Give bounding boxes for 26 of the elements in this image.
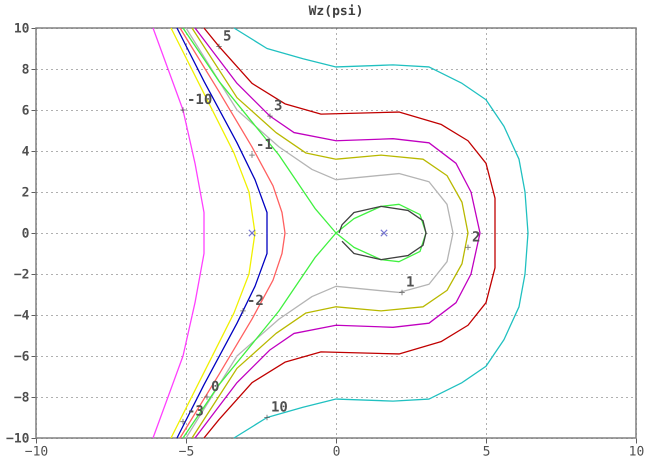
line-series xyxy=(338,206,427,260)
annotation: 3 xyxy=(274,98,282,114)
x-tick-label: 10 xyxy=(628,444,644,460)
y-tick-label: 6 xyxy=(22,104,30,118)
y-tick-label: −8 xyxy=(14,390,30,406)
chart-title: Wz(psi) xyxy=(308,4,364,19)
y-tick-label: 8 xyxy=(22,62,30,78)
annotation: 5 xyxy=(223,28,232,44)
y-tick-label: −2 xyxy=(14,268,30,282)
y-tick-label: 10 xyxy=(14,22,30,36)
y-tick-label: 2 xyxy=(22,186,30,200)
line-series xyxy=(233,27,529,439)
y-tick-label: −10 xyxy=(6,432,30,446)
y-tick-label: 4 xyxy=(22,144,30,160)
point xyxy=(380,229,388,237)
y-tick-label: 0 xyxy=(22,226,30,242)
x-tick-label: −5 xyxy=(178,444,194,460)
x-tick-label: 5 xyxy=(482,444,490,460)
point xyxy=(248,229,256,237)
x-tick-label: 0 xyxy=(332,444,340,460)
annotation: 1 xyxy=(406,274,414,290)
y-tick-label: −6 xyxy=(14,350,30,364)
annotation: -1 xyxy=(256,137,273,154)
line-series xyxy=(179,27,286,439)
y-tick-label: −4 xyxy=(14,308,30,324)
annotation: 10 xyxy=(271,400,288,416)
